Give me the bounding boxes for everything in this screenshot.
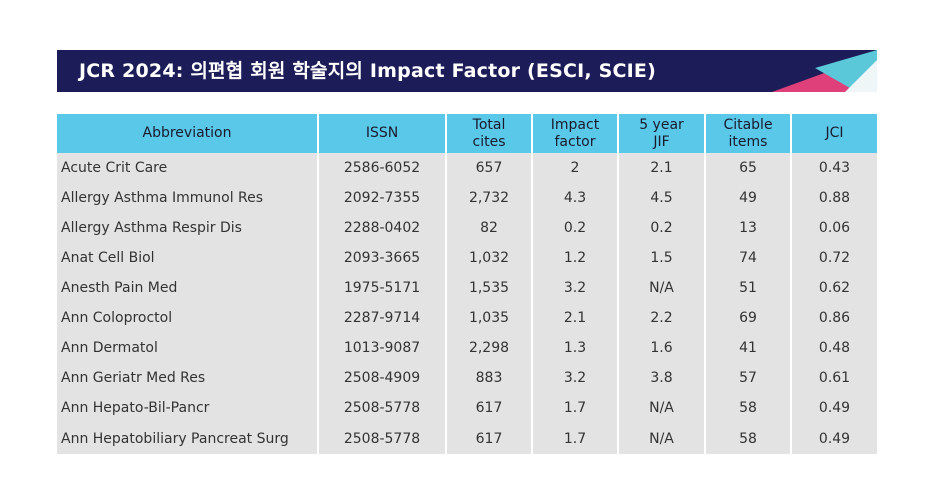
cell-five-year-jif: 3.8 xyxy=(618,363,706,393)
cell-five-year-jif: 1.5 xyxy=(618,243,706,273)
cell-impact-factor: 0.2 xyxy=(532,213,619,243)
cell-abbreviation: Allergy Asthma Immunol Res xyxy=(57,183,319,213)
cell-total-cites: 2,298 xyxy=(446,333,533,363)
cell-jci: 0.49 xyxy=(791,393,877,423)
col-header-abbreviation: Abbreviation xyxy=(57,114,319,153)
col-header-total-cites: Total cites xyxy=(446,114,533,153)
table-row: Ann Hepatobiliary Pancreat Surg 2508-5778… xyxy=(57,423,877,454)
cell-abbreviation: Ann Dermatol xyxy=(57,333,319,363)
cell-citable-items: 51 xyxy=(705,273,792,303)
cell-five-year-jif: 0.2 xyxy=(618,213,706,243)
cell-jci: 0.48 xyxy=(791,333,877,363)
table-row: Ann Coloproctol 2287-9714 1,035 2.1 2.2 69 0.8… xyxy=(57,303,877,333)
cell-impact-factor: 3.2 xyxy=(532,363,619,393)
cell-jci: 0.72 xyxy=(791,243,877,273)
cell-total-cites: 657 xyxy=(446,153,533,183)
table-row: Ann Dermatol 1013-9087 2,298 1.3 1.6 41 0.48 xyxy=(57,333,877,363)
cell-abbreviation: Ann Hepato-Bil-Pancr xyxy=(57,393,319,423)
cell-issn: 2093-3665 xyxy=(318,243,447,273)
cell-total-cites: 1,535 xyxy=(446,273,533,303)
cell-issn: 2287-9714 xyxy=(318,303,447,333)
cell-citable-items: 58 xyxy=(705,393,792,423)
title-banner: JCR 2024: 의편협 회원 학술지의 Impact Factor (ESC… xyxy=(57,50,877,92)
cell-impact-factor: 1.2 xyxy=(532,243,619,273)
deco-white-triangle xyxy=(845,60,877,92)
cell-impact-factor: 1.3 xyxy=(532,333,619,363)
cell-abbreviation: Ann Coloproctol xyxy=(57,303,319,333)
table-header-row: Abbreviation ISSN Total cites Impact fac… xyxy=(57,114,877,153)
cell-impact-factor: 1.7 xyxy=(532,423,619,454)
cell-issn: 2092-7355 xyxy=(318,183,447,213)
cell-citable-items: 57 xyxy=(705,363,792,393)
cell-jci: 0.61 xyxy=(791,363,877,393)
cell-jci: 0.62 xyxy=(791,273,877,303)
cell-five-year-jif: N/A xyxy=(618,393,706,423)
cell-citable-items: 65 xyxy=(705,153,792,183)
cell-total-cites: 883 xyxy=(446,363,533,393)
cell-five-year-jif: 2.1 xyxy=(618,153,706,183)
cell-issn: 1975-5171 xyxy=(318,273,447,303)
table-row: Anesth Pain Med 1975-5171 1,535 3.2 N/A 51 0.6… xyxy=(57,273,877,303)
cell-abbreviation: Ann Hepatobiliary Pancreat Surg xyxy=(57,423,319,454)
cell-citable-items: 58 xyxy=(705,423,792,454)
cell-issn: 2508-4909 xyxy=(318,363,447,393)
cell-five-year-jif: 2.2 xyxy=(618,303,706,333)
page-title: JCR 2024: 의편협 회원 학술지의 Impact Factor (ESC… xyxy=(79,60,656,82)
cell-impact-factor: 4.3 xyxy=(532,183,619,213)
table-row: Acute Crit Care 2586-6052 657 2 2.1 65 0.43 xyxy=(57,153,877,183)
cell-jci: 0.49 xyxy=(791,423,877,454)
cell-issn: 2586-6052 xyxy=(318,153,447,183)
cell-total-cites: 617 xyxy=(446,393,533,423)
col-header-5-year-jif: 5 year JIF xyxy=(618,114,706,153)
cell-citable-items: 69 xyxy=(705,303,792,333)
cell-abbreviation: Anesth Pain Med xyxy=(57,273,319,303)
cell-five-year-jif: N/A xyxy=(618,423,706,454)
cell-impact-factor: 1.7 xyxy=(532,393,619,423)
cell-jci: 0.88 xyxy=(791,183,877,213)
cell-citable-items: 13 xyxy=(705,213,792,243)
cell-five-year-jif: N/A xyxy=(618,273,706,303)
impact-factor-table: Abbreviation ISSN Total cites Impact fac… xyxy=(57,114,877,454)
cell-total-cites: 82 xyxy=(446,213,533,243)
table-row: Allergy Asthma Respir Dis 2288-0402 82 0.2 0… xyxy=(57,213,877,243)
cell-total-cites: 1,035 xyxy=(446,303,533,333)
cell-issn: 1013-9087 xyxy=(318,333,447,363)
cell-impact-factor: 3.2 xyxy=(532,273,619,303)
cell-five-year-jif: 4.5 xyxy=(618,183,706,213)
cell-total-cites: 617 xyxy=(446,423,533,454)
cell-five-year-jif: 1.6 xyxy=(618,333,706,363)
cell-issn: 2508-5778 xyxy=(318,423,447,454)
cell-jci: 0.43 xyxy=(791,153,877,183)
cell-total-cites: 2,732 xyxy=(446,183,533,213)
cell-abbreviation: Anat Cell Biol xyxy=(57,243,319,273)
cell-citable-items: 49 xyxy=(705,183,792,213)
table-row: Ann Hepato-Bil-Pancr 2508-5778 617 1.7 N/A 58… xyxy=(57,393,877,423)
cell-jci: 0.06 xyxy=(791,213,877,243)
cell-abbreviation: Acute Crit Care xyxy=(57,153,319,183)
cell-issn: 2508-5778 xyxy=(318,393,447,423)
cell-citable-items: 41 xyxy=(705,333,792,363)
col-header-impact-factor: Impact factor xyxy=(532,114,619,153)
cell-jci: 0.86 xyxy=(791,303,877,333)
table-row: Ann Geriatr Med Res 2508-4909 883 3.2 3.8 57 0… xyxy=(57,363,877,393)
col-header-issn: ISSN xyxy=(318,114,447,153)
cell-abbreviation: Allergy Asthma Respir Dis xyxy=(57,213,319,243)
col-header-citable-items: Citable items xyxy=(705,114,792,153)
cell-total-cites: 1,032 xyxy=(446,243,533,273)
cell-abbreviation: Ann Geriatr Med Res xyxy=(57,363,319,393)
col-header-jci: JCI xyxy=(791,114,877,153)
cell-impact-factor: 2 xyxy=(532,153,619,183)
decorative-triangles xyxy=(772,50,877,92)
cell-impact-factor: 2.1 xyxy=(532,303,619,333)
table-row: Allergy Asthma Immunol Res 2092-7355 2,732… xyxy=(57,183,877,213)
cell-issn: 2288-0402 xyxy=(318,213,447,243)
cell-citable-items: 74 xyxy=(705,243,792,273)
table-row: Anat Cell Biol 2093-3665 1,032 1.2 1.5 74 0.72 xyxy=(57,243,877,273)
